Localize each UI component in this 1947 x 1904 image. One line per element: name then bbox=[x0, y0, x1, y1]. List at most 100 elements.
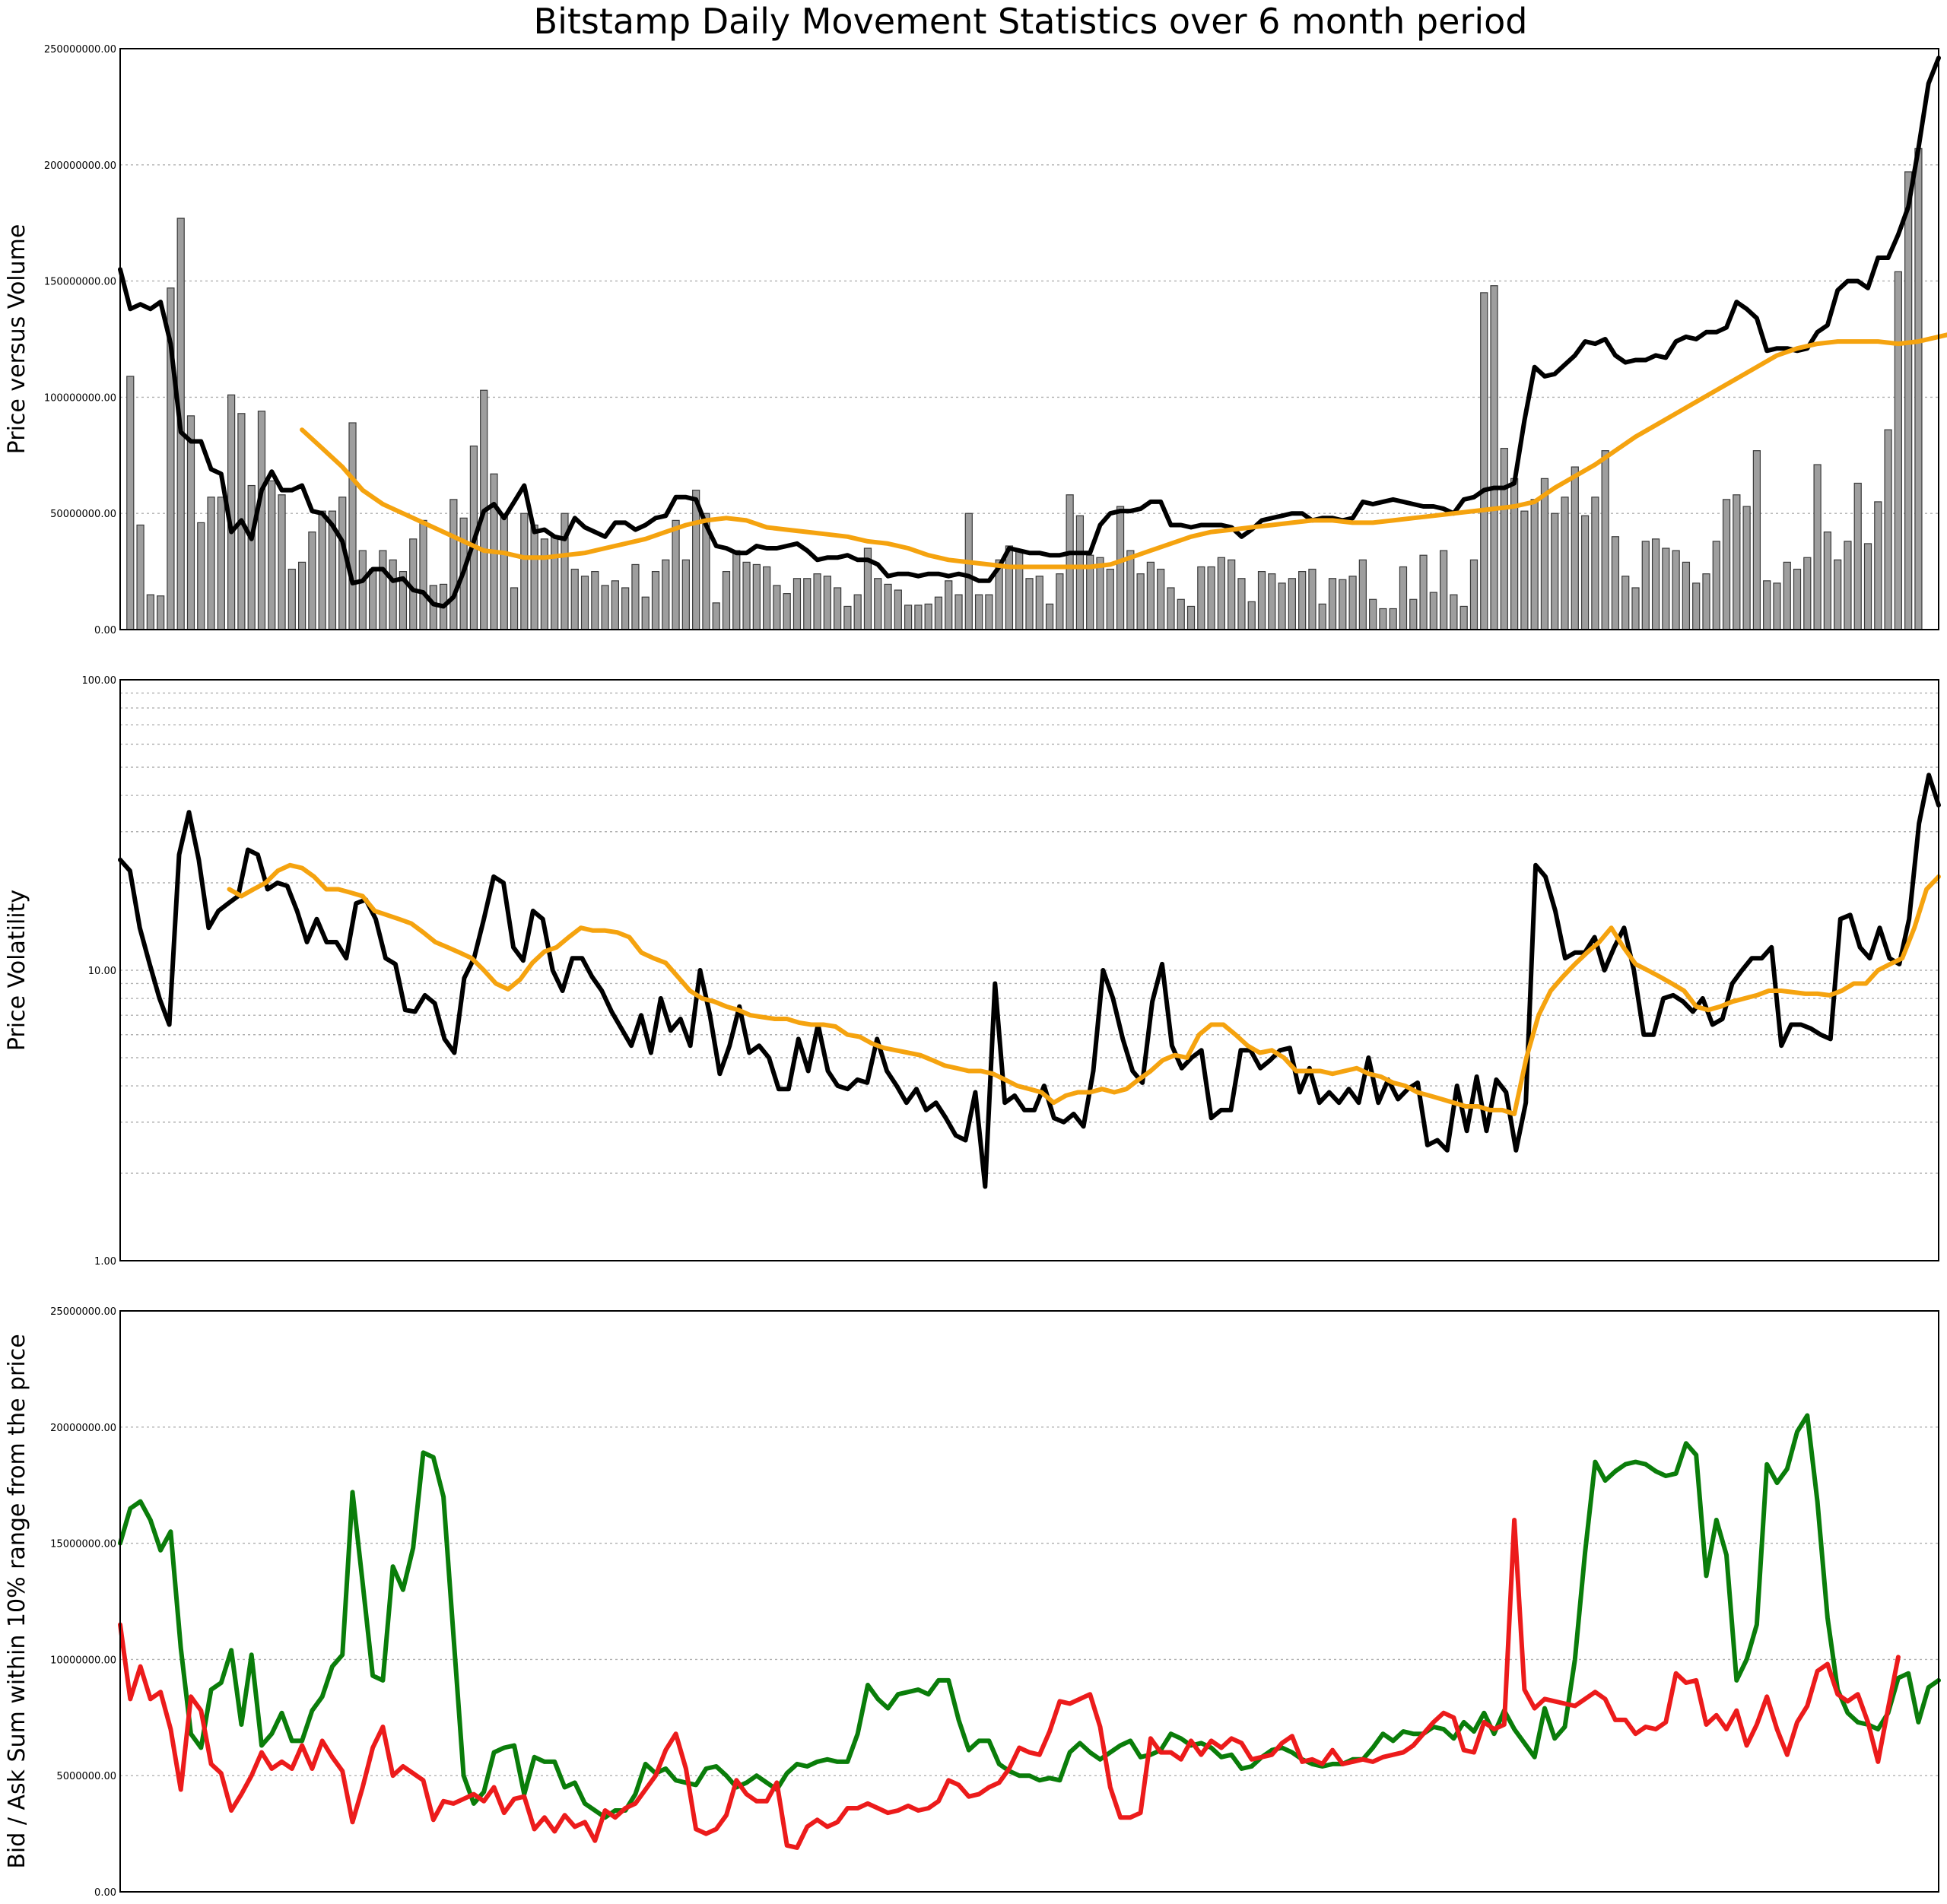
volume-bar bbox=[1096, 557, 1104, 630]
volume-bar bbox=[783, 593, 791, 630]
volume-bar bbox=[1520, 510, 1529, 630]
volume-bar bbox=[419, 519, 427, 630]
volume-bar bbox=[1005, 545, 1014, 630]
volume-bar bbox=[287, 568, 296, 630]
volume-bar bbox=[1318, 603, 1326, 630]
volume-bar bbox=[1045, 603, 1054, 630]
plot-frame bbox=[119, 679, 1939, 1261]
volume-bar bbox=[126, 376, 135, 630]
price-line bbox=[118, 56, 1941, 609]
volume-bar bbox=[945, 580, 953, 630]
plot-frame bbox=[119, 1310, 1939, 1893]
volume-bar bbox=[1197, 566, 1205, 630]
price-volume-panel: Price versus Volume 0.00 50000000.00 10000… bbox=[4, 44, 1947, 636]
y-tick-label: 0.00 bbox=[94, 625, 116, 636]
volume-bar bbox=[662, 559, 670, 630]
volume-bar bbox=[853, 594, 862, 630]
volume-bar bbox=[338, 497, 347, 630]
volatility-ylabel: Price Volatility bbox=[4, 890, 30, 1051]
volume-bar bbox=[1459, 605, 1468, 630]
volume-bar bbox=[297, 561, 307, 630]
y-tick-label: 10000000.00 bbox=[50, 1655, 116, 1666]
volume-bar bbox=[1844, 541, 1852, 630]
y-tick-label: 1.00 bbox=[94, 1256, 116, 1268]
volume-bar bbox=[1177, 598, 1185, 630]
volume-bar bbox=[621, 587, 630, 630]
volume-bar bbox=[1116, 506, 1125, 630]
volume-bar bbox=[672, 519, 680, 630]
volume-bar bbox=[379, 550, 387, 630]
volume-bar bbox=[884, 583, 892, 630]
volume-bar bbox=[1469, 559, 1479, 630]
volume-bar bbox=[1874, 501, 1882, 630]
volume-bar bbox=[1904, 171, 1913, 630]
volume-bar bbox=[1490, 285, 1498, 630]
volatility-panel: Price Volatility 1.00 10.00 100.00 bbox=[4, 675, 1941, 1268]
volume-bar bbox=[1763, 580, 1771, 630]
plot-frame bbox=[119, 48, 1939, 630]
volume-bar bbox=[1450, 594, 1458, 630]
volume-bar bbox=[1035, 576, 1043, 630]
volume-bar bbox=[1853, 482, 1862, 630]
y-tick-label: 50000000.00 bbox=[50, 509, 116, 520]
bid-ask-panel: Bid / Ask Sum within 10% range from the … bbox=[4, 1306, 1941, 1899]
volume-bar bbox=[1510, 478, 1519, 630]
ask-line bbox=[118, 1518, 1901, 1850]
volume-bar bbox=[1803, 557, 1812, 630]
volume-bar bbox=[964, 512, 973, 630]
y-tick-label: 5000000.00 bbox=[56, 1771, 116, 1782]
volume-bar bbox=[1783, 561, 1791, 630]
volume-bar bbox=[580, 576, 589, 630]
volume-bar bbox=[1692, 582, 1701, 630]
volume-bar bbox=[1641, 541, 1650, 630]
volume-bar bbox=[1257, 570, 1266, 630]
y-tick-label: 15000000.00 bbox=[50, 1539, 116, 1550]
volume-bar bbox=[1136, 573, 1145, 630]
volume-bar bbox=[1702, 573, 1710, 630]
volume-bar bbox=[1278, 582, 1286, 630]
volume-bar bbox=[1389, 608, 1397, 630]
price-volume-ylabel: Price versus Volume bbox=[4, 224, 30, 455]
y-tick-label: 100000000.00 bbox=[44, 392, 116, 404]
volume-bar bbox=[1358, 559, 1367, 630]
volume-bar bbox=[742, 561, 751, 630]
volume-bar bbox=[1651, 538, 1660, 630]
volume-bar bbox=[1025, 578, 1034, 630]
volume-bar bbox=[1611, 536, 1620, 630]
volume-bar bbox=[1440, 550, 1448, 630]
volume-bar bbox=[570, 568, 579, 630]
volume-bar bbox=[1863, 543, 1872, 630]
volume-bar bbox=[520, 512, 529, 630]
volume-bar bbox=[268, 480, 276, 630]
volume-bar bbox=[641, 596, 650, 630]
volume-bar bbox=[1914, 148, 1923, 630]
volume-bar bbox=[1662, 547, 1670, 630]
volume-bar bbox=[631, 563, 640, 630]
volume-bar bbox=[1712, 541, 1720, 630]
volume-bar bbox=[1126, 550, 1135, 630]
price-line bbox=[118, 773, 1941, 1189]
volume-bar bbox=[843, 605, 852, 630]
volume-bar bbox=[348, 422, 357, 630]
volume-bar bbox=[1733, 494, 1741, 630]
volume-bar bbox=[1217, 557, 1225, 630]
volume-bar bbox=[257, 411, 266, 630]
volume-bar bbox=[1571, 466, 1579, 630]
volume-bar bbox=[1884, 429, 1892, 630]
y-tick-label: 10.00 bbox=[88, 966, 116, 977]
volume-bar bbox=[1369, 598, 1377, 630]
bid-line bbox=[118, 1413, 1941, 1820]
volume-bar bbox=[1742, 506, 1751, 630]
volume-bar bbox=[530, 524, 538, 630]
volume-bar bbox=[914, 605, 923, 630]
volume-bar bbox=[823, 576, 831, 630]
volume-bar bbox=[974, 594, 983, 630]
volume-bar bbox=[934, 596, 943, 630]
volume-bar bbox=[732, 550, 741, 630]
volume-bar bbox=[186, 415, 195, 630]
volume-bar bbox=[1429, 592, 1437, 630]
volume-bar bbox=[1339, 579, 1347, 630]
moving-average-line bbox=[227, 862, 1941, 1116]
volume-bar bbox=[1672, 550, 1680, 630]
volume-bar bbox=[1348, 576, 1357, 630]
